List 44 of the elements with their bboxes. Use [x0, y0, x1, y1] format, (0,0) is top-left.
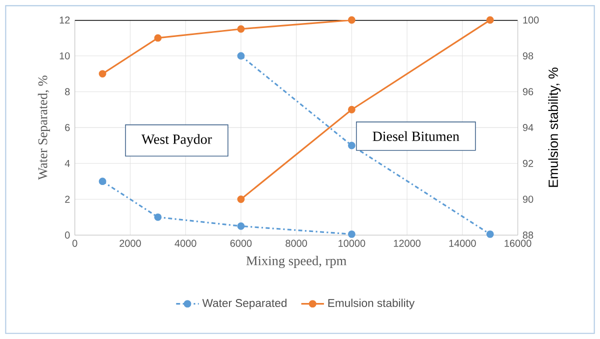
y2-tick-label: 94 [522, 124, 534, 132]
point [348, 16, 356, 24]
point [154, 213, 162, 221]
y2-axis-title: Emulsion stability, % [548, 68, 561, 187]
y2-tick-label: 88 [522, 232, 534, 239]
y-tick-label: 6 [65, 124, 70, 132]
point [98, 178, 106, 186]
x-tick-label: 14000 [449, 240, 476, 247]
y-tick-label: 8 [65, 88, 70, 96]
x-tick-label: 8000 [286, 240, 307, 247]
point [486, 16, 494, 24]
y-tick-label: 4 [64, 160, 70, 167]
point [237, 25, 245, 33]
point [348, 106, 356, 114]
annotation: Diesel Bitumen [372, 131, 460, 142]
x-tick-label: 12000 [394, 240, 421, 247]
y2-tick-label: 96 [522, 88, 534, 96]
y-tick-label: 12 [60, 16, 70, 24]
y-tick-label: 0 [65, 232, 70, 239]
x-tick-label: 4000 [174, 240, 196, 247]
point [154, 34, 162, 42]
y2-tick-label: 100 [523, 16, 539, 24]
y-tick-label: 10 [60, 52, 70, 60]
point [348, 230, 356, 238]
y2-tick-label: 98 [522, 52, 534, 60]
x-tick-label: 0 [72, 240, 78, 247]
annotation: West Paydor [141, 134, 212, 147]
y-tick-label: 2 [65, 196, 70, 203]
y-axis-title: Water Separated, % [38, 76, 50, 180]
point [237, 196, 245, 203]
x-axis-title: Mixing speed, rpm [246, 256, 346, 268]
x-tick-label: 6000 [230, 240, 252, 247]
x-tick-label: 16000 [504, 240, 532, 247]
x-tick-label: 10000 [338, 240, 366, 247]
point [348, 142, 356, 150]
point [486, 230, 494, 238]
point [98, 70, 106, 78]
x-tick-label: 2000 [120, 240, 141, 247]
y2-tick-label: 90 [522, 196, 534, 203]
point [237, 52, 245, 60]
point [237, 222, 245, 230]
legend-label: Emulsion stability [328, 298, 415, 310]
y2-tick-label: 92 [522, 160, 534, 167]
legend-label: Water Separated [202, 298, 286, 310]
